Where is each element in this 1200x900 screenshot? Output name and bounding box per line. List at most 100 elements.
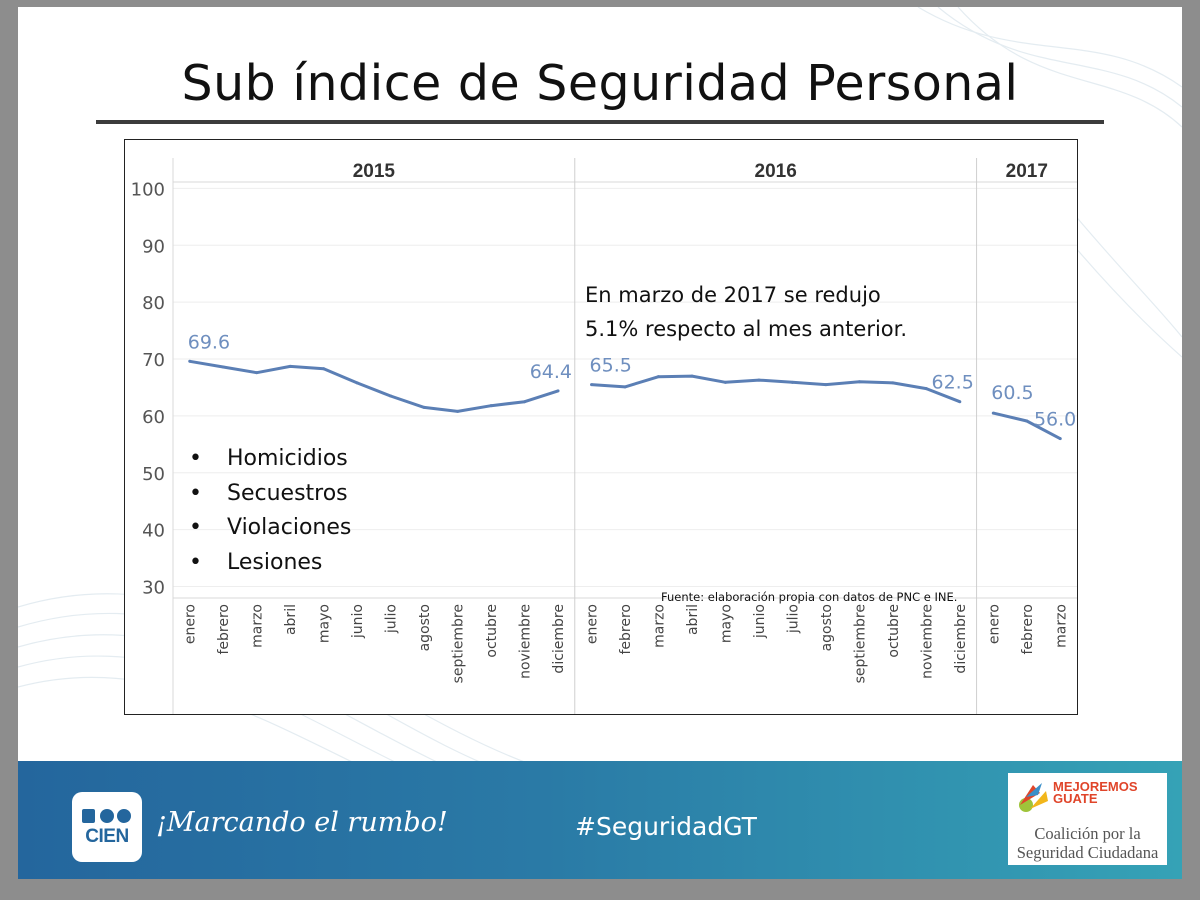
x-tick-label: enero [183,604,199,644]
data-point [623,385,627,389]
x-tick-label: marzo [651,604,667,648]
x-tick-label: marzo [250,604,266,648]
data-point [991,411,995,415]
x-tick-label: noviembre [518,604,534,679]
mejoremos-guate-icon [1019,783,1048,812]
data-point [891,381,895,385]
data-point [355,381,359,385]
annotation-line-1: En marzo de 2017 se redujo [585,283,881,307]
slide-title: Sub índice de Seguridad Personal [181,55,1019,112]
coalition-name-line-2: Seguridad Ciudadana [1016,843,1159,862]
annotation-line-2: 5.1% respecto al mes anterior. [585,317,908,341]
data-label: 56.0 [1034,409,1076,431]
footer-bar: CIEN ¡Marcando el rumbo! #SeguridadGT ME… [18,761,1182,879]
y-tick-label: 30 [142,578,165,599]
y-tick-label: 100 [131,179,165,200]
x-tick-label: junio [350,604,366,639]
x-tick-label: octubre [484,604,500,658]
x-tick-label: febrero [1020,604,1036,655]
mejoremos-guate-text: MEJOREMOS GUATE [1053,779,1138,806]
year-header-2015: 2015 [353,161,396,182]
data-point [221,365,225,369]
chart-frame: 30 40 50 60 70 80 90 100 2015 69.6 64.4 enero febrer… [124,139,1078,715]
line-chart: 30 40 50 60 70 80 90 100 2015 69.6 64.4 enero febrer… [131,158,1077,714]
x-tick-label: mayo [718,604,734,643]
y-tick-label: 70 [142,350,165,371]
slide: Sub índice de Seguridad Personal 30 40 50 6… [18,7,1182,879]
x-tick-label: noviembre [919,604,935,679]
data-point [556,389,560,393]
data-point [824,383,828,387]
brand-line-2: GUATE [1053,791,1098,806]
x-tick-label: julio [384,604,400,634]
x-tick-label: agosto [417,604,433,651]
brand-line-1: MEJOREMOS [1053,779,1138,794]
data-label: 65.5 [590,355,632,377]
data-point [523,400,527,404]
coalition-logo: MEJOREMOS GUATE Coalición por la Segurid… [1008,773,1167,865]
series-line-2015 [189,359,559,413]
x-tick-label: marzo [1053,604,1069,648]
x-tick-label: diciembre [551,604,567,674]
y-tick-label: 50 [142,464,165,485]
data-point [322,367,326,371]
x-tick-label: enero [585,604,601,644]
series-line-2016 [591,374,961,404]
data-point [288,364,292,368]
title-underline [96,120,1104,124]
data-label: 69.6 [188,331,230,353]
cien-logo-mark-icon [82,809,131,823]
data-point [255,371,259,375]
x-tick-label: abril [283,604,299,635]
y-tick-label: 60 [142,407,165,428]
x-tick-label: diciembre [953,604,969,674]
list-item: Lesiones [189,546,351,581]
x-tick-label: octubre [886,604,902,658]
data-point [489,404,493,408]
y-tick-label: 80 [142,293,165,314]
chart-annotation: En marzo de 2017 se redujo 5.1% respecto… [585,278,907,346]
data-point [456,409,460,413]
data-point [924,387,928,391]
x-tick-label: septiembre [852,604,868,683]
x-tick-label: febrero [216,604,232,655]
data-point [1058,437,1062,441]
data-point [958,400,962,404]
data-label: 64.4 [530,361,572,383]
x-tick-label: mayo [317,604,333,643]
coalition-name-line-1: Coalición por la [1034,824,1141,843]
data-point [188,359,192,363]
slogan: ¡Marcando el rumbo! [156,807,448,838]
year-header-2017: 2017 [1006,161,1048,182]
x-tick-label: febrero [618,604,634,655]
data-point [790,380,794,384]
data-point [723,380,727,384]
crime-categories-list: Homicidios Secuestros Violaciones Lesion… [189,442,351,580]
x-tick-label: septiembre [451,604,467,683]
hashtag: #SeguridadGT [575,812,757,841]
source-note: Fuente: elaboración propia con datos de … [661,590,958,604]
x-tick-label: julio [785,604,801,634]
list-item: Secuestros [189,477,351,512]
y-tick-label: 90 [142,236,165,257]
x-tick-label: abril [685,604,701,635]
data-point [590,383,594,387]
data-point [389,394,393,398]
data-point [1025,419,1029,423]
list-item: Violaciones [189,511,351,546]
data-point [656,375,660,379]
data-point [690,374,694,378]
list-item: Homicidios [189,442,351,477]
y-tick-label: 40 [142,521,165,542]
data-point [757,378,761,382]
x-tick-label: junio [752,604,768,639]
data-label: 62.5 [932,372,974,394]
x-tick-label: agosto [819,604,835,651]
x-tick-label: enero [986,604,1002,644]
data-point [857,380,861,384]
data-label: 60.5 [991,382,1033,404]
data-point [422,405,426,409]
cien-logo-text: CIEN [85,826,129,847]
cien-logo: CIEN [72,792,142,862]
year-header-2016: 2016 [755,161,797,182]
